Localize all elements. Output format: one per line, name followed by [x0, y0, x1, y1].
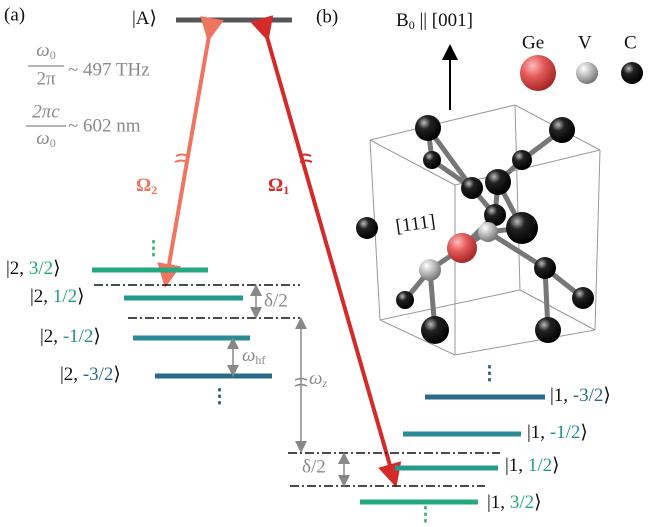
cube-edge: [370, 105, 515, 140]
carbon-atom: [549, 117, 575, 143]
numerator: 2πc: [32, 101, 60, 122]
carbon-atom: [396, 291, 414, 309]
level-label: |1, 1/2⟩: [505, 455, 560, 476]
omega2-arrow: [167, 30, 210, 276]
carbon-atom: [421, 316, 449, 344]
level-label: |1, 3/2⟩: [487, 492, 542, 513]
numerator: ω0: [36, 40, 55, 61]
panel-label: (a): [4, 4, 25, 25]
zeeman-label: ωz: [309, 368, 327, 389]
legend-v: [576, 62, 598, 84]
level-label: |1, -3/2⟩: [550, 385, 611, 406]
level-label: |2, 1/2⟩: [30, 286, 85, 307]
carbon-atom: [506, 212, 538, 244]
vacancy-atom: [478, 222, 498, 242]
ellipsis: ⋮: [416, 504, 435, 525]
level-label: |1, -1/2⟩: [527, 422, 588, 443]
level-label: |2, -3/2⟩: [60, 364, 121, 385]
excited-label: |A⟩: [132, 8, 157, 29]
legend-c: [621, 62, 643, 84]
wavelength-value: ~ 602 nm: [68, 115, 141, 136]
omega1-arrow: [265, 30, 393, 476]
frequency-expression: ω0 2π ~ 497 THz: [28, 40, 150, 89]
field-label: B0 || [001]: [396, 10, 473, 31]
wavelength-expression: 2πc ω0 ~ 602 nm: [26, 101, 141, 149]
germanium-atom: [447, 233, 477, 263]
omega2-label: Ω2: [136, 175, 157, 196]
legend-label: C: [624, 32, 637, 53]
splitting-label: δ/2: [302, 456, 326, 477]
carbon-atom: [461, 177, 483, 199]
cube-edge: [595, 150, 600, 330]
cube-edge: [515, 105, 520, 290]
crystal-structure: [356, 105, 600, 355]
carbon-atom: [534, 257, 556, 279]
legend-label: Ge: [522, 32, 544, 53]
ellipsis: ⋮: [144, 238, 163, 259]
carbon-atom: [423, 151, 441, 169]
direction-label: [111]: [394, 211, 436, 237]
legend-ge: [520, 55, 556, 91]
level-label: |2, 3/2⟩: [6, 258, 61, 279]
figure: (a) |A⟩ ω0 2π ~ 497 THz 2πc ω0 ~ 602 nm …: [0, 0, 657, 527]
level-label: |2, -1/2⟩: [40, 326, 101, 347]
denominator: 2π: [36, 68, 56, 89]
legend-label: V: [578, 32, 592, 53]
carbon-atom: [415, 115, 441, 141]
frequency-value: ~ 497 THz: [68, 59, 150, 80]
carbon-atom: [535, 317, 561, 343]
cube-edge: [455, 330, 595, 355]
splitting-label: δ/2: [264, 290, 288, 311]
denominator: ω0: [36, 128, 55, 149]
ellipsis: ⋮: [210, 386, 229, 407]
ellipsis: ⋮: [480, 363, 499, 384]
carbon-atom: [572, 287, 594, 309]
carbon-atom: [356, 217, 378, 239]
carbon-atom: [512, 150, 532, 170]
vacancy-atom: [419, 259, 441, 281]
panel-label: (b): [316, 6, 338, 27]
hyperfine-label: ωhf: [242, 345, 265, 366]
omega1-label: Ω1: [268, 175, 289, 196]
carbon-atom: [485, 169, 511, 195]
